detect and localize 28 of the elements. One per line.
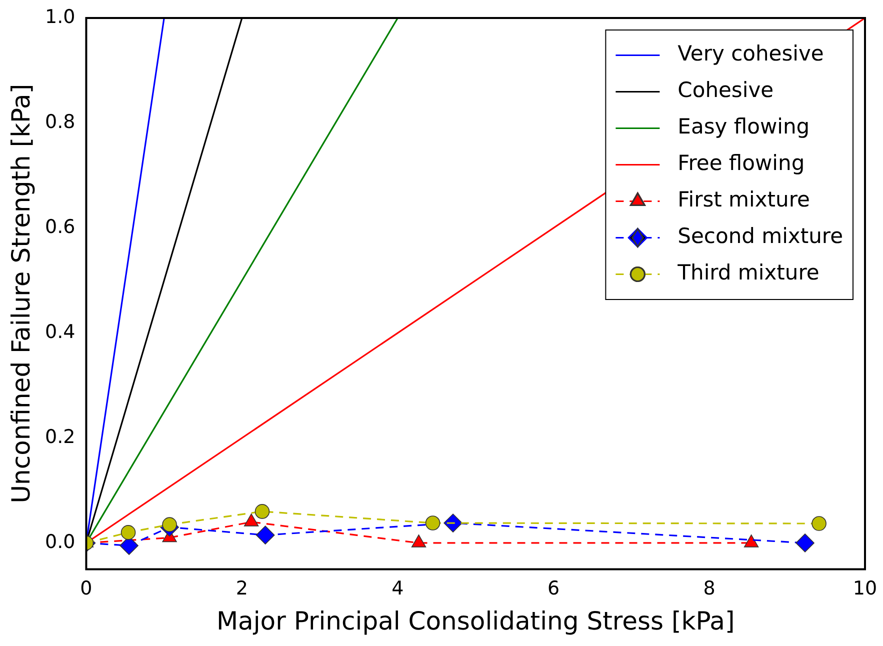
point [162, 517, 177, 532]
point [812, 516, 826, 531]
point [256, 526, 275, 544]
legend-label: Easy flowing [678, 114, 810, 139]
point [796, 534, 814, 552]
point [425, 516, 440, 530]
y-tick-label: 0.0 [45, 530, 76, 553]
legend-label: Cohesive [678, 78, 774, 102]
legend-label: Third mixture [676, 260, 820, 285]
x-tick-label: 2 [236, 578, 248, 600]
point [120, 525, 136, 540]
x-tick-label: 4 [392, 578, 404, 600]
legend-label: Second mixture [678, 224, 844, 248]
x-tick-label: 8 [703, 578, 716, 600]
y-tick-label: 0.6 [45, 216, 76, 238]
legend-label: Free flowing [678, 151, 805, 176]
legend-label: First mixture [678, 188, 810, 212]
legend-label: Very cohesive [678, 42, 824, 66]
y-tick-label: 0.8 [45, 110, 76, 133]
y-tick-label: 1.0 [45, 6, 76, 28]
y-tick-label: 0.2 [45, 426, 76, 448]
x-tick-label: 0 [80, 578, 92, 600]
y-axis-title: Unconfined Failure Strength [kPa] [6, 84, 36, 504]
y-tick-label: 0.4 [45, 320, 76, 343]
x-tick-label: 10 [852, 578, 878, 600]
x-axis-title: Major Principal Consolidating Stress [kPa] [216, 606, 735, 636]
point [254, 504, 270, 519]
x-tick-label: 6 [547, 578, 560, 600]
